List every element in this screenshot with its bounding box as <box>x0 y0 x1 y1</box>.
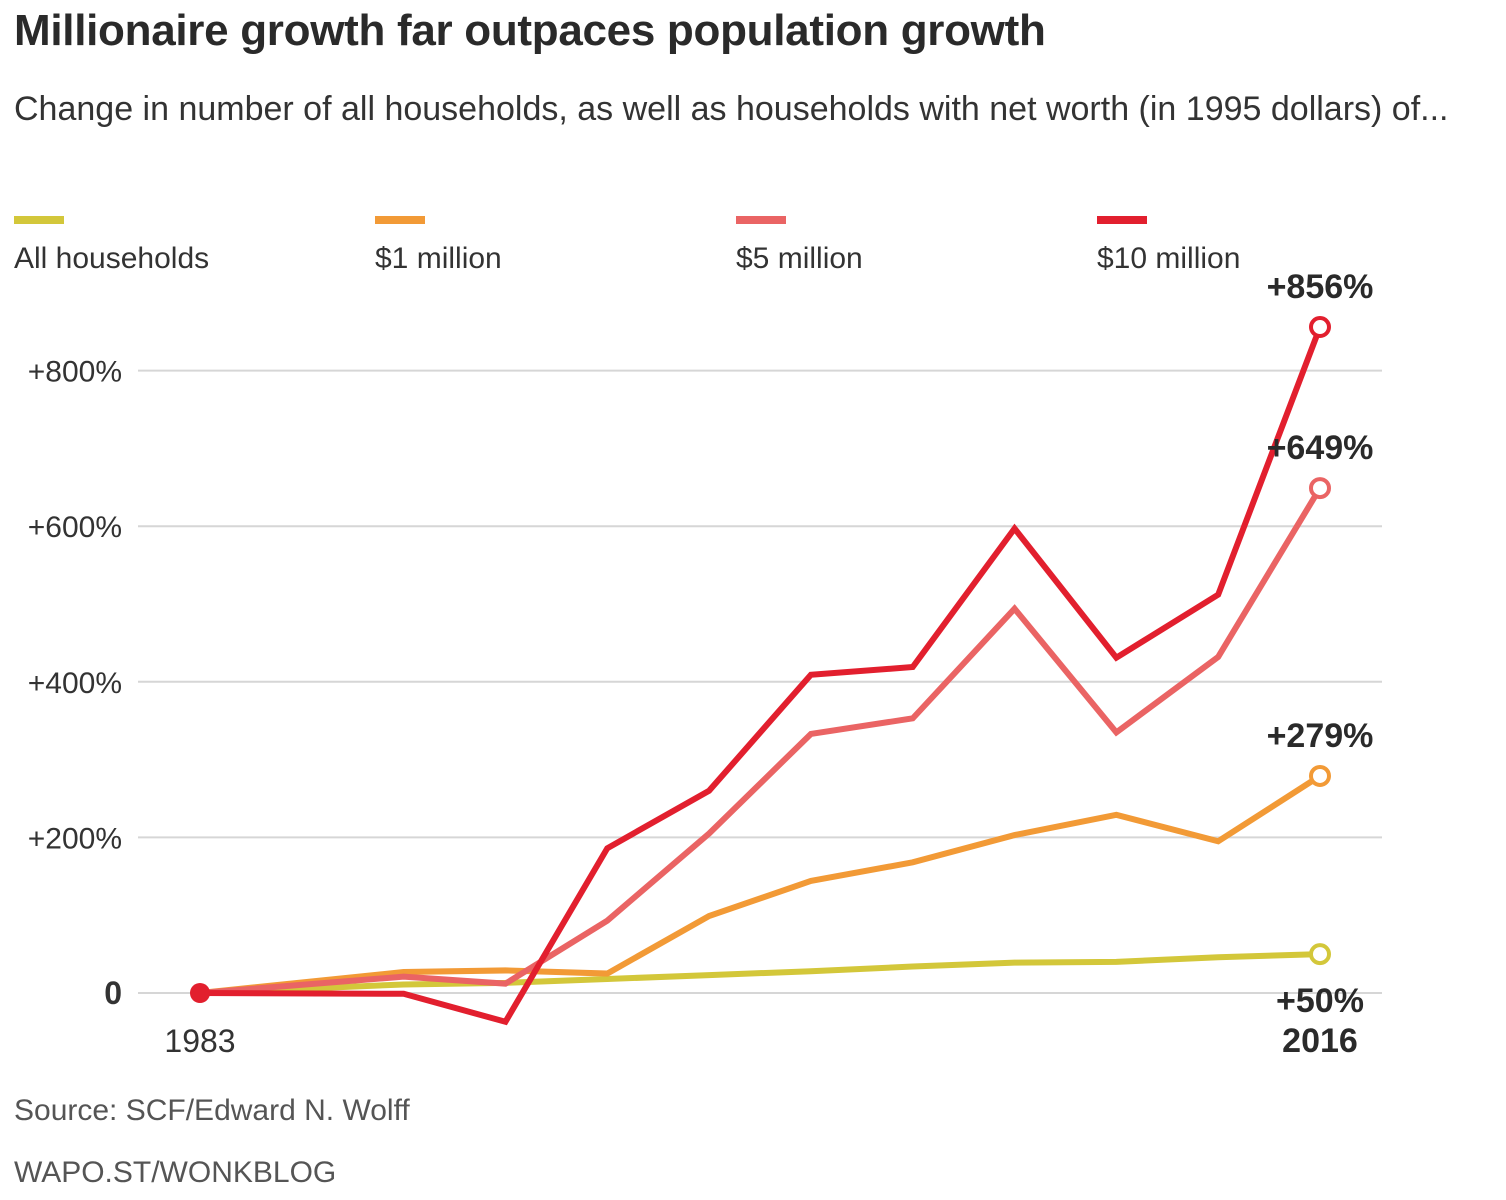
end-label-all-households: +50% <box>1276 982 1364 1020</box>
x-tick-label-end: 2016 <box>1282 1022 1358 1060</box>
y-tick-label-0: 0 <box>104 975 122 1011</box>
legend-label-5-million: $5 million <box>736 242 863 275</box>
legend-item-5-million: $5 million <box>736 216 1096 276</box>
legend-swatch-all-households <box>14 216 64 224</box>
legend-item-1-million: $1 million <box>375 216 735 276</box>
legend-swatch-1-million <box>375 216 425 224</box>
source-note: Source: SCF/Edward N. Wolff <box>14 1094 410 1127</box>
end-point-marker-1-million <box>1309 764 1331 787</box>
legend-item-10-million: $10 million <box>1097 216 1457 276</box>
y-tick-label-600: +600% <box>28 511 122 544</box>
start-point-marker <box>190 983 210 1003</box>
legend-label-10-million: $10 million <box>1097 242 1241 275</box>
y-tick-label-800: +800% <box>28 356 122 389</box>
legend-item-all-households: All households <box>14 216 374 276</box>
legend-swatch-10-million <box>1097 216 1147 224</box>
series-line-5-million <box>197 485 1323 996</box>
y-tick-label-200: +200% <box>28 822 122 855</box>
series-line-1-million <box>197 772 1323 996</box>
y-tick-label-400: +400% <box>28 667 122 700</box>
legend-label-all-households: All households <box>14 242 210 275</box>
end-label-1-million: +279% <box>1267 717 1374 755</box>
end-point-marker-all-households <box>1309 943 1331 966</box>
end-label-10-million: +856% <box>1267 268 1374 306</box>
end-label-5-million: +649% <box>1267 429 1374 467</box>
chart-title: Millionaire growth far outpaces populati… <box>14 6 1046 55</box>
chart-subtitle: Change in number of all households, as w… <box>14 90 1449 128</box>
end-point-marker-5-million <box>1309 477 1331 500</box>
legend-label-1-million: $1 million <box>375 242 502 275</box>
x-tick-label-start: 1983 <box>164 1023 235 1059</box>
end-point-marker-10-million <box>1309 316 1331 339</box>
legend-swatch-5-million <box>736 216 786 224</box>
credit-note: WAPO.ST/WONKBLOG <box>14 1156 337 1189</box>
series-line-10-million <box>197 324 1323 1026</box>
